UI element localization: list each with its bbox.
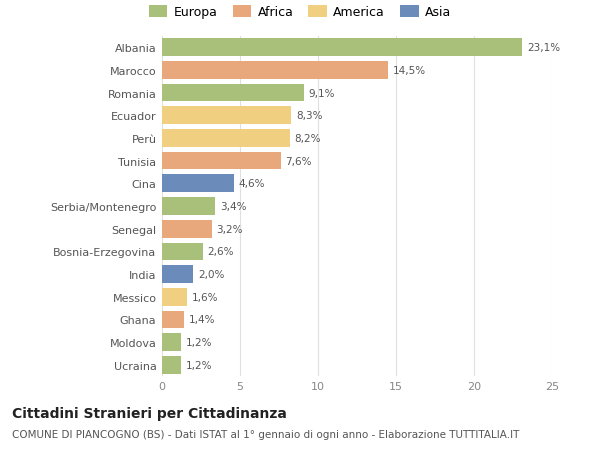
Text: 1,4%: 1,4%: [188, 315, 215, 325]
Bar: [162, 39, 523, 57]
Text: 2,0%: 2,0%: [198, 269, 224, 280]
Text: 14,5%: 14,5%: [393, 66, 426, 76]
Bar: [162, 62, 388, 79]
Bar: [162, 243, 203, 261]
Bar: [162, 130, 290, 147]
Text: 1,2%: 1,2%: [185, 337, 212, 347]
Text: 2,6%: 2,6%: [207, 247, 234, 257]
Bar: [162, 334, 181, 351]
Text: COMUNE DI PIANCOGNO (BS) - Dati ISTAT al 1° gennaio di ogni anno - Elaborazione : COMUNE DI PIANCOGNO (BS) - Dati ISTAT al…: [12, 429, 520, 439]
Text: 8,2%: 8,2%: [295, 134, 321, 144]
Bar: [162, 175, 234, 193]
Legend: Europa, Africa, America, Asia: Europa, Africa, America, Asia: [149, 6, 451, 19]
Bar: [162, 152, 281, 170]
Bar: [162, 198, 215, 215]
Text: 3,2%: 3,2%: [217, 224, 243, 234]
Text: 8,3%: 8,3%: [296, 111, 323, 121]
Text: 1,2%: 1,2%: [185, 360, 212, 370]
Text: 1,6%: 1,6%: [191, 292, 218, 302]
Bar: [162, 220, 212, 238]
Bar: [162, 107, 292, 125]
Text: 23,1%: 23,1%: [527, 43, 560, 53]
Bar: [162, 311, 184, 329]
Text: 3,4%: 3,4%: [220, 202, 246, 212]
Bar: [162, 288, 187, 306]
Bar: [162, 356, 181, 374]
Bar: [162, 266, 193, 283]
Text: 9,1%: 9,1%: [308, 88, 335, 98]
Text: 7,6%: 7,6%: [285, 156, 312, 166]
Bar: [162, 84, 304, 102]
Text: 4,6%: 4,6%: [238, 179, 265, 189]
Text: Cittadini Stranieri per Cittadinanza: Cittadini Stranieri per Cittadinanza: [12, 406, 287, 420]
